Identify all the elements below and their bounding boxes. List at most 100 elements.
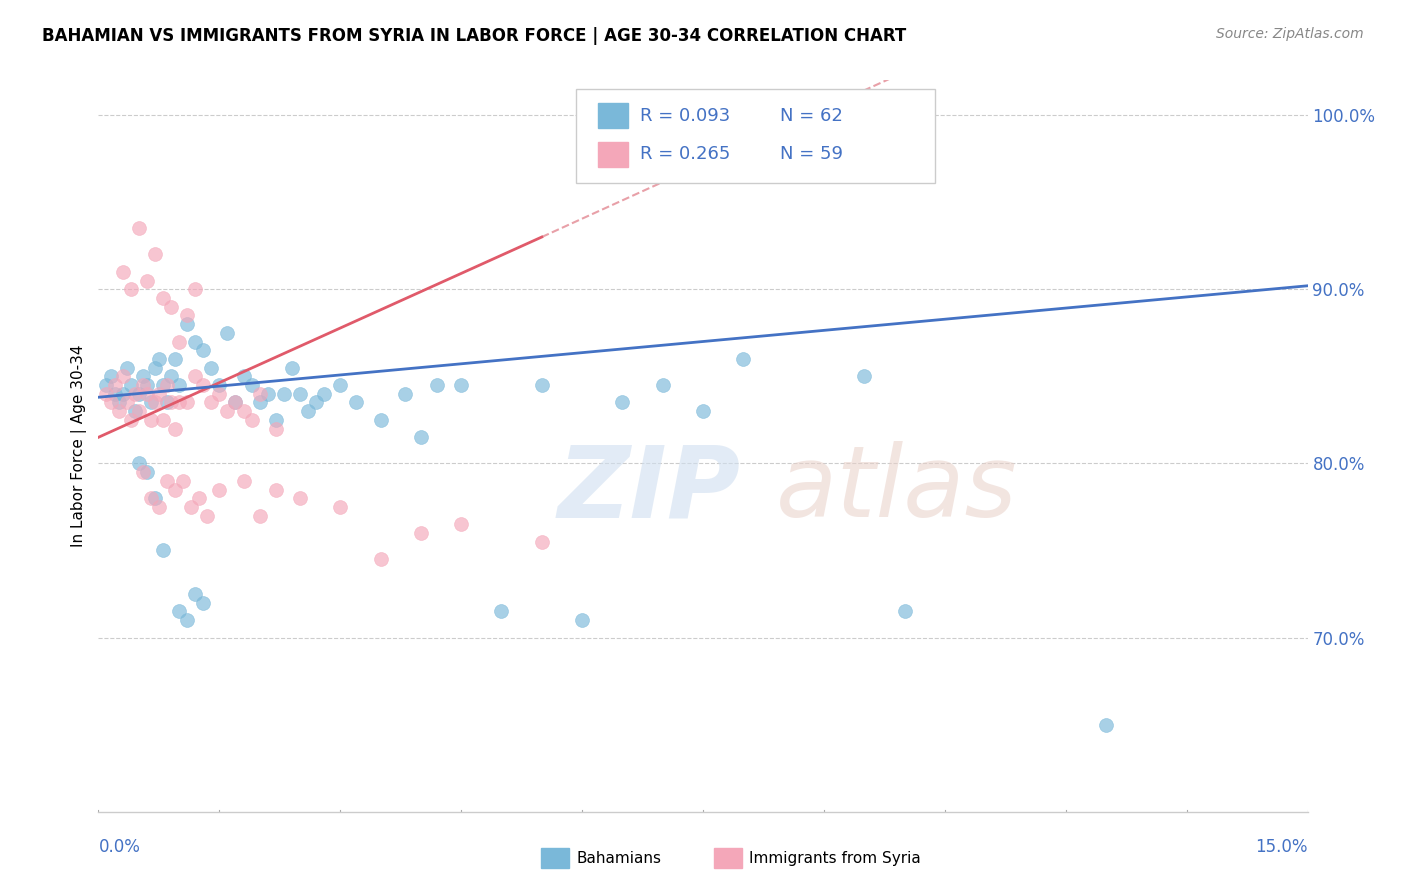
Point (195, 508, 218, 523)
Point (193, 596, 215, 610)
Point (264, 483, 287, 497)
Y-axis label: In Labor Force | Age 30-34: In Labor Force | Age 30-34 (72, 344, 87, 548)
Point (491, 604, 513, 618)
Point (273, 386, 295, 401)
Point (612, 395, 634, 409)
Point (344, 395, 367, 409)
Point (188, 491, 211, 506)
Point (96, 386, 118, 401)
Point (1095, 717, 1118, 731)
Point (651, 378, 673, 392)
Point (240, 378, 263, 392)
Point (132, 465, 155, 479)
Point (156, 474, 179, 488)
Point (143, 360, 166, 375)
Point (152, 543, 174, 558)
Point (107, 404, 129, 418)
Point (208, 483, 231, 497)
Point (143, 247, 166, 261)
Point (139, 491, 162, 506)
Point (256, 386, 278, 401)
Point (143, 491, 166, 506)
Point (692, 404, 714, 418)
Point (176, 309, 198, 323)
Point (200, 360, 222, 375)
Point (329, 500, 352, 514)
Point (103, 378, 125, 392)
Text: 0.0%: 0.0% (98, 838, 141, 855)
Point (163, 351, 186, 366)
Point (450, 378, 472, 392)
Point (160, 300, 183, 314)
Point (103, 386, 125, 401)
Point (163, 421, 186, 435)
Point (124, 386, 146, 401)
Point (297, 404, 319, 418)
Point (249, 395, 271, 409)
Point (167, 604, 190, 618)
Point (281, 360, 304, 375)
Point (120, 282, 142, 296)
Text: N = 59: N = 59 (780, 145, 844, 163)
Point (217, 326, 239, 340)
Point (167, 334, 190, 349)
Point (120, 413, 142, 427)
Point (893, 604, 915, 618)
Point (426, 378, 449, 392)
Text: N = 62: N = 62 (780, 107, 844, 125)
Point (370, 552, 392, 566)
Point (409, 430, 432, 444)
Point (249, 386, 271, 401)
Point (224, 395, 246, 409)
Point (152, 378, 174, 392)
Point (184, 334, 207, 349)
Point (176, 613, 198, 627)
Point (160, 395, 183, 409)
Point (135, 465, 157, 479)
Point (264, 413, 287, 427)
Point (180, 500, 202, 514)
Point (176, 317, 198, 331)
Point (208, 386, 231, 401)
Point (152, 413, 174, 427)
Point (148, 386, 170, 401)
Text: R = 0.093: R = 0.093 (640, 107, 730, 125)
Point (240, 413, 263, 427)
Point (288, 386, 311, 401)
Point (148, 351, 170, 366)
Point (167, 378, 190, 392)
Point (135, 274, 157, 288)
Point (288, 491, 311, 506)
Point (217, 404, 239, 418)
Text: Source: ZipAtlas.com: Source: ZipAtlas.com (1216, 27, 1364, 41)
Point (853, 369, 876, 384)
Point (135, 378, 157, 392)
Point (314, 386, 336, 401)
Point (156, 395, 179, 409)
Point (111, 369, 134, 384)
Point (156, 378, 179, 392)
Point (394, 386, 416, 401)
Point (733, 351, 755, 366)
Point (111, 386, 134, 401)
Point (184, 587, 207, 601)
Point (530, 534, 553, 549)
Point (100, 395, 122, 409)
Point (264, 421, 287, 435)
Point (193, 378, 215, 392)
Point (128, 386, 150, 401)
Point (176, 395, 198, 409)
Point (100, 369, 122, 384)
Point (107, 395, 129, 409)
Text: ZIP: ZIP (558, 442, 741, 539)
Point (184, 369, 207, 384)
Point (139, 413, 162, 427)
Point (249, 508, 271, 523)
Point (184, 282, 207, 296)
Point (132, 378, 155, 392)
Point (530, 378, 553, 392)
Point (172, 474, 194, 488)
Text: R = 0.265: R = 0.265 (640, 145, 730, 163)
Point (152, 291, 174, 305)
Point (200, 395, 222, 409)
